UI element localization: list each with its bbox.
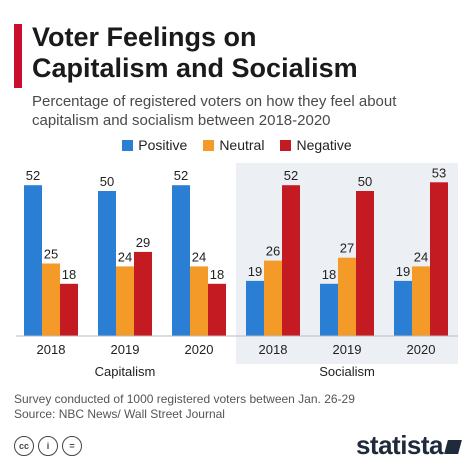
title-line-1: Voter Feelings on	[32, 22, 257, 52]
bar-socialism-2019-neutral	[338, 257, 356, 336]
bar-socialism-2020-negative	[430, 182, 448, 336]
legend-swatch-neutral	[203, 139, 215, 151]
subtitle-line-1: Percentage of registered voters on how t…	[32, 93, 397, 110]
data-label-socialism-2019-neutral: 27	[340, 241, 354, 256]
bar-socialism-2018-neutral	[264, 260, 282, 336]
bar-capitalism-2020-neutral	[190, 266, 208, 336]
legend-item-neutral: Neutral	[203, 137, 264, 153]
data-label-socialism-2019-negative: 50	[358, 174, 372, 189]
bar-socialism-2019-negative	[356, 191, 374, 336]
data-label-capitalism-2020-neutral: 24	[192, 249, 206, 264]
cc-icon[interactable]: cc	[14, 436, 34, 456]
legend-label-neutral: Neutral	[219, 137, 265, 153]
title-line-2: Capitalism and Socialism	[32, 53, 358, 83]
statista-logo[interactable]: statista	[355, 430, 462, 461]
bar-capitalism-2019-negative	[134, 251, 152, 336]
bar-socialism-2019-positive	[320, 283, 338, 336]
data-label-socialism-2018-negative: 52	[284, 168, 298, 183]
data-label-socialism-2018-positive: 19	[248, 264, 262, 279]
tick-label-socialism-2020: 2020	[407, 342, 436, 357]
bar-capitalism-2019-neutral	[116, 266, 134, 336]
source-line-1: Survey conducted of 1000 registered vote…	[14, 392, 355, 406]
chart-legend: Positive Neutral Negative	[0, 137, 474, 153]
legend-item-positive: Positive	[122, 137, 187, 153]
legend-label-negative: Negative	[296, 137, 352, 153]
data-label-socialism-2019-positive: 18	[322, 267, 336, 282]
logo-mark-icon	[444, 440, 462, 454]
source-note: Survey conducted of 1000 registered vote…	[14, 392, 355, 422]
data-label-socialism-2018-neutral: 26	[266, 244, 280, 259]
bar-capitalism-2018-negative	[60, 283, 78, 336]
data-label-capitalism-2018-negative: 18	[62, 267, 76, 282]
data-label-socialism-2020-neutral: 24	[414, 249, 428, 264]
subtitle-line-2: capitalism and socialism between 2018-20…	[32, 112, 331, 129]
data-label-socialism-2020-positive: 19	[396, 264, 410, 279]
tick-label-socialism-2019: 2019	[333, 342, 362, 357]
data-label-capitalism-2019-negative: 29	[136, 235, 150, 250]
logo-text: statista	[355, 430, 444, 460]
tick-label-capitalism-2019: 2019	[111, 342, 140, 357]
legend-swatch-negative	[280, 139, 292, 151]
attribution-icon[interactable]: i	[38, 436, 58, 456]
legend-item-negative: Negative	[280, 137, 352, 153]
tick-label-capitalism-2020: 2020	[185, 342, 214, 357]
license-icons: cc i =	[14, 436, 82, 456]
chart-subtitle: Percentage of registered voters on how t…	[32, 92, 462, 130]
data-label-capitalism-2019-neutral: 24	[118, 249, 132, 264]
tick-label-socialism-2018: 2018	[259, 342, 288, 357]
data-label-socialism-2020-negative: 53	[432, 165, 446, 180]
bar-capitalism-2020-positive	[172, 185, 190, 336]
data-label-capitalism-2020-positive: 52	[174, 168, 188, 183]
chart-title: Voter Feelings on Capitalism and Sociali…	[32, 22, 462, 84]
accent-bar	[14, 24, 22, 88]
bar-capitalism-2020-negative	[208, 283, 226, 336]
data-label-capitalism-2020-negative: 18	[210, 267, 224, 282]
bar-socialism-2020-positive	[394, 280, 412, 336]
legend-swatch-positive	[122, 139, 134, 151]
data-label-capitalism-2019-positive: 50	[100, 174, 114, 189]
source-line-2: Source: NBC News/ Wall Street Journal	[14, 407, 225, 421]
data-label-capitalism-2018-neutral: 25	[44, 247, 58, 262]
bar-chart: 52 25 18 2018 50 24 29 2019 52 24 18 2020 Capitalism…	[16, 163, 458, 379]
no-derivatives-icon[interactable]: =	[62, 436, 82, 456]
bar-capitalism-2019-positive	[98, 191, 116, 336]
bar-socialism-2018-negative	[282, 185, 300, 336]
bar-socialism-2020-neutral	[412, 266, 430, 336]
tick-label-capitalism-2018: 2018	[37, 342, 66, 357]
data-label-capitalism-2018-positive: 52	[26, 168, 40, 183]
legend-label-positive: Positive	[138, 137, 188, 153]
group-label-socialism: Socialism	[319, 364, 375, 379]
bar-capitalism-2018-neutral	[42, 263, 60, 336]
bar-socialism-2018-positive	[246, 280, 264, 336]
group-label-capitalism: Capitalism	[95, 364, 156, 379]
bar-capitalism-2018-positive	[24, 185, 42, 336]
